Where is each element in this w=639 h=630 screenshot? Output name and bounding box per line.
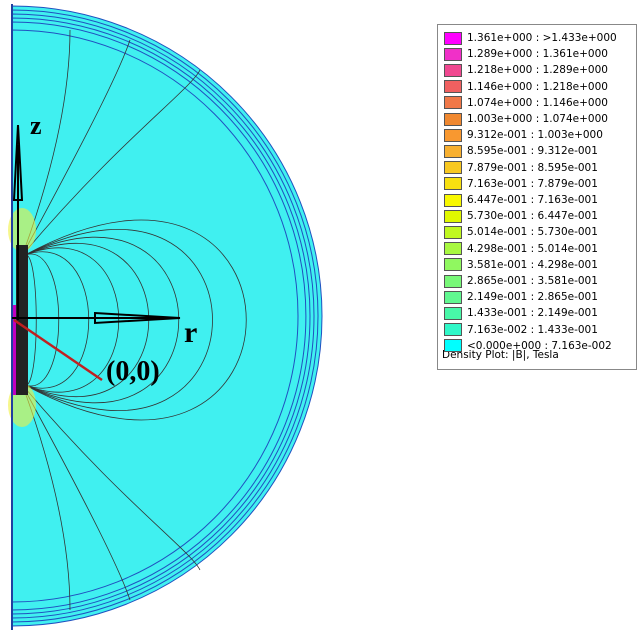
legend-entry: 3.581e-001 : 4.298e-001 (444, 257, 598, 273)
legend-entry: 9.312e-001 : 1.003e+000 (444, 127, 603, 143)
legend: Density Plot: |B|, Tesla 1.361e+000 : >1… (437, 24, 637, 370)
legend-entry: 4.298e-001 : 5.014e-001 (444, 241, 598, 257)
legend-entry: 1.146e+000 : 1.218e+000 (444, 79, 608, 95)
legend-label: 1.289e+000 : 1.361e+000 (467, 48, 608, 61)
field-lines (24, 29, 247, 611)
legend-entry: 1.074e+000 : 1.146e+000 (444, 95, 608, 111)
legend-label: 1.146e+000 : 1.218e+000 (467, 80, 608, 93)
legend-label: 7.879e-001 : 8.595e-001 (467, 161, 598, 174)
legend-label: 1.218e+000 : 1.289e+000 (467, 64, 608, 77)
density-plot: z r (0,0) (8, 4, 323, 630)
legend-entry: <0.000e+000 : 7.163e-002 (444, 338, 612, 354)
legend-entry: 7.879e-001 : 8.595e-001 (444, 160, 598, 176)
legend-entry: 5.014e-001 : 5.730e-001 (444, 224, 598, 240)
legend-label: 1.433e-001 : 2.149e-001 (467, 307, 598, 320)
legend-swatch (444, 144, 462, 158)
legend-label: 1.003e+000 : 1.074e+000 (467, 113, 608, 125)
z-arrow (12, 124, 24, 320)
legend-swatch (444, 339, 462, 353)
legend-swatch (444, 290, 462, 304)
legend-swatch (444, 193, 462, 207)
legend-entry: 2.865e-001 : 3.581e-001 (444, 273, 598, 289)
legend-swatch (444, 323, 462, 337)
legend-swatch (444, 31, 462, 45)
legend-label: 5.014e-001 : 5.730e-001 (467, 226, 598, 239)
legend-label: 4.298e-001 : 5.014e-001 (467, 242, 598, 255)
legend-label: 1.074e+000 : 1.146e+000 (467, 96, 608, 109)
legend-entry: 1.289e+000 : 1.361e+000 (444, 46, 608, 62)
legend-swatch (444, 274, 462, 288)
legend-entry: 7.163e-001 : 7.879e-001 (444, 176, 598, 192)
legend-label: 7.163e-001 : 7.879e-001 (467, 177, 598, 190)
legend-swatch (444, 209, 462, 223)
legend-entry: 1.003e+000 : 1.074e+000 (444, 111, 608, 127)
legend-entry: 6.447e-001 : 7.163e-001 (444, 192, 598, 208)
legend-swatch (444, 161, 462, 175)
legend-swatch (444, 225, 462, 239)
legend-label: 7.163e-002 : 1.433e-001 (467, 323, 598, 336)
legend-swatch (444, 96, 462, 110)
legend-entry: 5.730e-001 : 6.447e-001 (444, 208, 598, 224)
r-label: r (184, 316, 197, 349)
core (12, 305, 16, 395)
legend-entry: 1.361e+000 : >1.433e+000 (444, 30, 617, 46)
r-arrow (12, 311, 181, 325)
origin-pointer (13, 318, 103, 382)
legend-entry: 8.595e-001 : 9.312e-001 (444, 143, 598, 159)
origin-label: (0,0) (106, 356, 160, 387)
legend-swatch (444, 242, 462, 256)
legend-swatch (444, 258, 462, 272)
legend-entry: 2.149e-001 : 2.865e-001 (444, 289, 598, 305)
legend-swatch (444, 80, 462, 94)
legend-swatch (444, 306, 462, 320)
z-label: z (30, 111, 42, 140)
legend-label: 5.730e-001 : 6.447e-001 (467, 210, 598, 223)
legend-swatch (444, 177, 462, 191)
legend-swatch (444, 63, 462, 77)
legend-label: 2.149e-001 : 2.865e-001 (467, 291, 598, 304)
legend-label: <0.000e+000 : 7.163e-002 (467, 339, 612, 352)
legend-entry: 7.163e-002 : 1.433e-001 (444, 322, 598, 338)
legend-caption: Density Plot: |B|, Tesla (442, 349, 559, 361)
legend-label: 1.361e+000 : >1.433e+000 (467, 32, 617, 44)
legend-swatch (444, 112, 462, 126)
legend-swatch (444, 128, 462, 142)
legend-label: 9.312e-001 : 1.003e+000 (467, 129, 603, 142)
legend-entry: 1.433e-001 : 2.149e-001 (444, 305, 598, 321)
legend-label: 3.581e-001 : 4.298e-001 (467, 258, 598, 271)
legend-label: 6.447e-001 : 7.163e-001 (467, 194, 598, 206)
legend-label: 2.865e-001 : 3.581e-001 (467, 275, 598, 287)
legend-label: 8.595e-001 : 9.312e-001 (467, 145, 598, 158)
legend-entry: 1.218e+000 : 1.289e+000 (444, 62, 608, 78)
legend-swatch (444, 47, 462, 61)
